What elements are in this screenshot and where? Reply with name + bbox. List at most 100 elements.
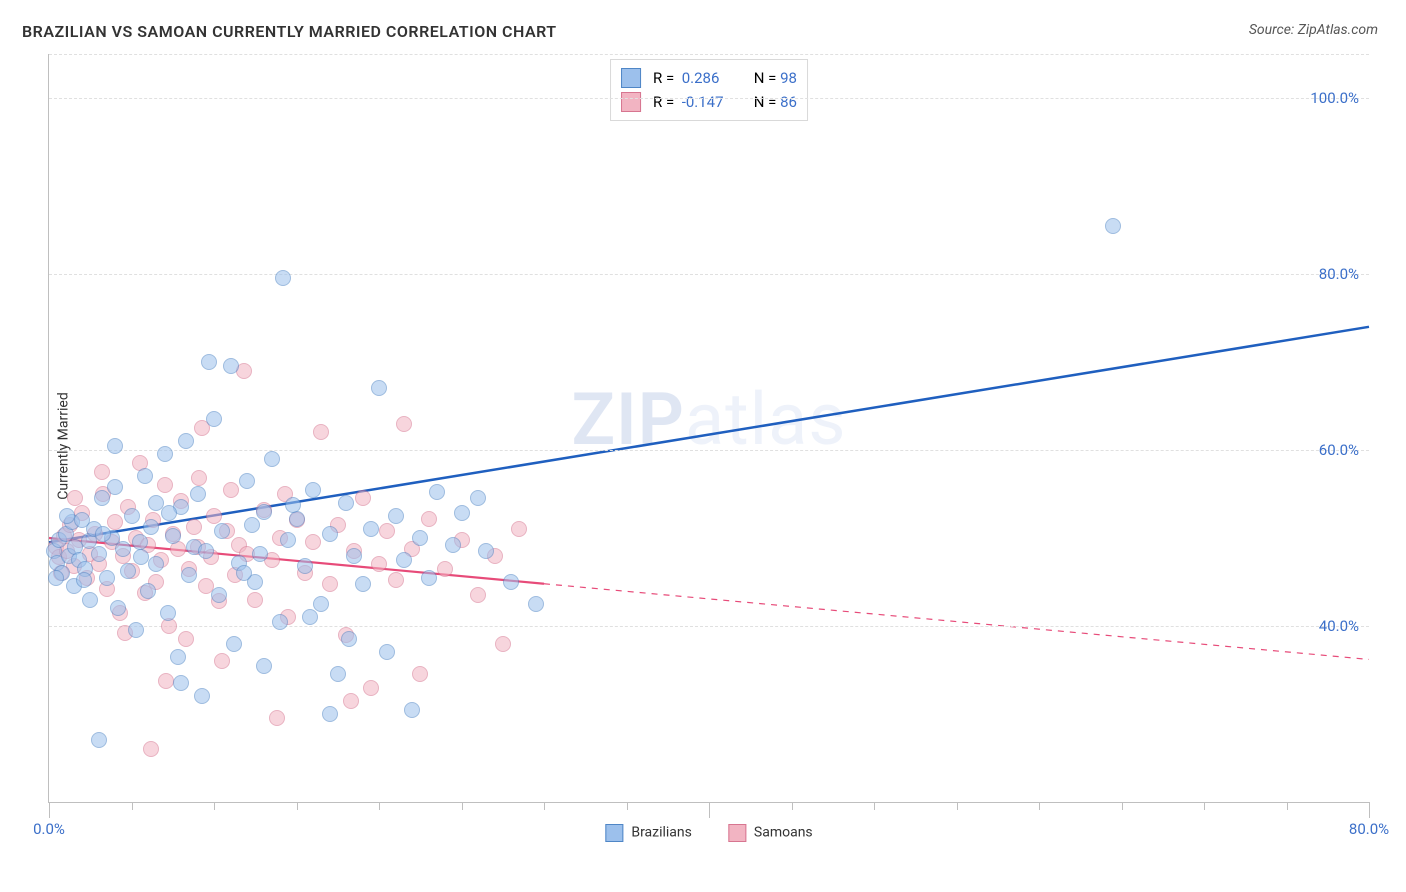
data-point-samoan [396, 416, 412, 432]
data-point-brazilian [107, 479, 123, 495]
gridline [49, 450, 1369, 451]
data-point-samoan [186, 519, 202, 535]
data-point-brazilian [160, 605, 176, 621]
x-tick-minor [627, 802, 628, 810]
data-point-brazilian [272, 614, 288, 630]
data-point-brazilian [124, 508, 140, 524]
data-point-brazilian [503, 574, 519, 590]
data-point-brazilian [59, 508, 75, 524]
data-point-brazilian [107, 438, 123, 454]
data-point-brazilian [198, 543, 214, 559]
correlation-legend: R = 0.286 N = 98 R = -0.147 N = 86 [610, 59, 808, 121]
x-tick-minor [132, 802, 133, 810]
data-point-brazilian [226, 636, 242, 652]
data-point-brazilian [223, 358, 239, 374]
data-point-brazilian [1105, 218, 1121, 234]
data-point-brazilian [528, 596, 544, 612]
data-point-brazilian [252, 546, 268, 562]
data-point-brazilian [412, 530, 428, 546]
legend-row-samoans: R = -0.147 N = 86 [621, 90, 797, 114]
trend-line [544, 584, 1369, 660]
data-point-samoan [158, 673, 174, 689]
data-point-brazilian [133, 549, 149, 565]
data-point-brazilian [421, 570, 437, 586]
data-point-brazilian [178, 433, 194, 449]
legend-item-brazilians: Brazilians [605, 824, 692, 842]
data-point-brazilian [379, 644, 395, 660]
data-point-brazilian [396, 552, 412, 568]
x-tick-minor [1039, 802, 1040, 810]
data-point-brazilian [371, 380, 387, 396]
data-point-brazilian [140, 583, 156, 599]
x-tick-minor [1204, 802, 1205, 810]
x-tick-label: 0.0% [33, 820, 65, 838]
data-point-samoan [214, 653, 230, 669]
chart-title: BRAZILIAN VS SAMOAN CURRENTLY MARRIED CO… [22, 22, 557, 41]
data-point-samoan [247, 592, 263, 608]
data-point-samoan [343, 693, 359, 709]
data-point-samoan [178, 631, 194, 647]
data-point-samoan [511, 521, 527, 537]
source-attribution: Source: ZipAtlas.com [1249, 22, 1378, 38]
gridline [49, 274, 1369, 275]
data-point-brazilian [454, 505, 470, 521]
data-point-samoan [223, 482, 239, 498]
data-point-brazilian [330, 666, 346, 682]
data-point-brazilian [128, 622, 144, 638]
data-point-brazilian [214, 523, 230, 539]
data-point-samoan [143, 741, 159, 757]
legend-row-brazilians: R = 0.286 N = 98 [621, 66, 797, 90]
data-point-samoan [363, 680, 379, 696]
data-point-brazilian [82, 592, 98, 608]
data-point-samoan [269, 710, 285, 726]
legend-item-samoans: Samoans [728, 824, 813, 842]
swatch-samoans-icon [728, 824, 746, 842]
data-point-brazilian [285, 497, 301, 513]
data-point-samoan [206, 508, 222, 524]
data-point-brazilian [211, 587, 227, 603]
data-point-brazilian [445, 537, 461, 553]
x-tick-minor [792, 802, 793, 810]
data-point-brazilian [206, 411, 222, 427]
x-tick-minor [297, 802, 298, 810]
data-point-samoan [313, 424, 329, 440]
y-tick-label: 100.0% [1310, 89, 1359, 107]
data-point-brazilian [404, 702, 420, 718]
data-point-samoan [470, 587, 486, 603]
data-point-brazilian [190, 486, 206, 502]
x-tick-major [49, 802, 50, 818]
data-point-brazilian [322, 706, 338, 722]
data-point-brazilian [161, 505, 177, 521]
gridline [49, 98, 1369, 99]
data-point-brazilian [99, 570, 115, 586]
data-point-samoan [322, 576, 338, 592]
data-point-brazilian [305, 482, 321, 498]
data-point-brazilian [120, 563, 136, 579]
data-point-samoan [421, 511, 437, 527]
data-point-brazilian [201, 354, 217, 370]
x-tick-minor [544, 802, 545, 810]
data-point-brazilian [157, 446, 173, 462]
data-point-brazilian [470, 490, 486, 506]
data-point-brazilian [95, 526, 111, 542]
data-point-samoan [388, 572, 404, 588]
data-point-brazilian [110, 600, 126, 616]
data-point-brazilian [388, 508, 404, 524]
series-legend: Brazilians Samoans [605, 824, 812, 842]
y-tick-label: 60.0% [1319, 441, 1359, 459]
swatch-samoans-icon [621, 92, 641, 112]
data-point-brazilian [48, 570, 64, 586]
data-point-brazilian [244, 517, 260, 533]
trend-line [49, 327, 1369, 543]
trend-lines-layer [49, 54, 1369, 802]
x-tick-label: 80.0% [1349, 820, 1389, 838]
data-point-brazilian [170, 649, 186, 665]
data-point-brazilian [76, 572, 92, 588]
data-point-samoan [379, 523, 395, 539]
data-point-brazilian [91, 732, 107, 748]
y-tick-label: 80.0% [1319, 265, 1359, 283]
swatch-brazilians-icon [621, 68, 641, 88]
x-tick-minor [1122, 802, 1123, 810]
data-point-brazilian [132, 534, 148, 550]
data-point-brazilian [297, 558, 313, 574]
